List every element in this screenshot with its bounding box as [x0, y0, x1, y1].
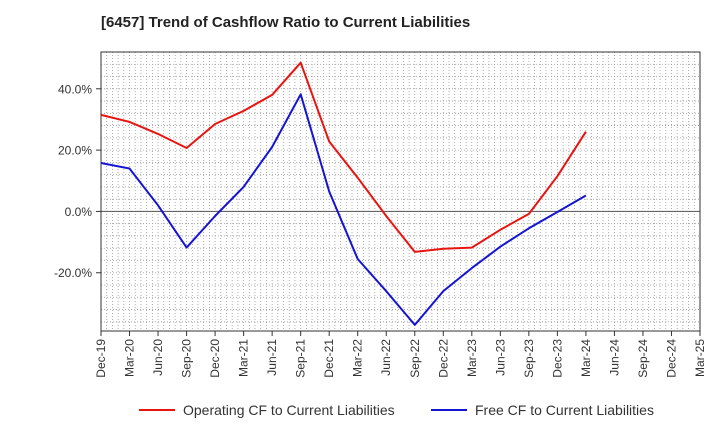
x-tick-label: Jun-24 [607, 339, 621, 376]
plot-border [100, 51, 701, 332]
x-tick-label: Mar-25 [693, 339, 707, 377]
legend-swatch-operating-cf [139, 409, 175, 411]
legend-item-free-cf: Free CF to Current Liabilities [431, 402, 654, 418]
y-tick-label: 40.0% [58, 82, 92, 96]
x-tick-label: Jun-20 [151, 339, 165, 376]
x-tick-label: Sep-21 [294, 339, 308, 378]
x-tick-label: Mar-23 [465, 339, 479, 377]
x-tick-label: Jun-21 [265, 339, 279, 376]
x-tick-label: Sep-24 [636, 339, 650, 378]
legend-item-operating-cf: Operating CF to Current Liabilities [139, 402, 395, 418]
x-tick-label: Sep-20 [180, 339, 194, 378]
y-tick-label: -20.0% [54, 266, 92, 280]
legend-label-operating-cf: Operating CF to Current Liabilities [183, 402, 395, 418]
x-tick-label: Dec-22 [436, 339, 450, 378]
x-tick-label: Mar-20 [123, 339, 137, 377]
x-tick-label: Sep-23 [522, 339, 536, 378]
legend-label-free-cf: Free CF to Current Liabilities [475, 402, 654, 418]
x-tick-label: Dec-20 [208, 339, 222, 378]
x-tick-label: Mar-21 [237, 339, 251, 377]
x-tick-label: Jun-22 [379, 339, 393, 376]
series-line-free-cf [100, 93, 587, 326]
plot-area [101, 52, 700, 331]
y-tick-label: 0.0% [65, 205, 93, 219]
x-tick-label: Sep-22 [408, 339, 422, 378]
x-tick-label: Mar-24 [579, 339, 593, 377]
chart-title: [6457] Trend of Cashflow Ratio to Curren… [101, 14, 471, 31]
line-chart: 40.0% 20.0% 0.0% -20.0% Dec-19 Mar-20 Jun-20 Se… [54, 51, 707, 378]
y-tick-label: 20.0% [58, 144, 92, 158]
legend-swatch-free-cf [431, 409, 467, 411]
x-tick-label: Dec-19 [94, 339, 108, 378]
x-tick-label: Dec-21 [322, 339, 336, 378]
x-tick-label: Mar-22 [351, 339, 365, 377]
x-tick-label: Jun-23 [493, 339, 507, 376]
x-tick-label: Dec-23 [550, 339, 564, 378]
legend: Operating CF to Current Liabilities Free… [0, 402, 720, 428]
x-tick-label: Dec-24 [664, 339, 678, 378]
series-line-operating-cf [100, 61, 587, 253]
